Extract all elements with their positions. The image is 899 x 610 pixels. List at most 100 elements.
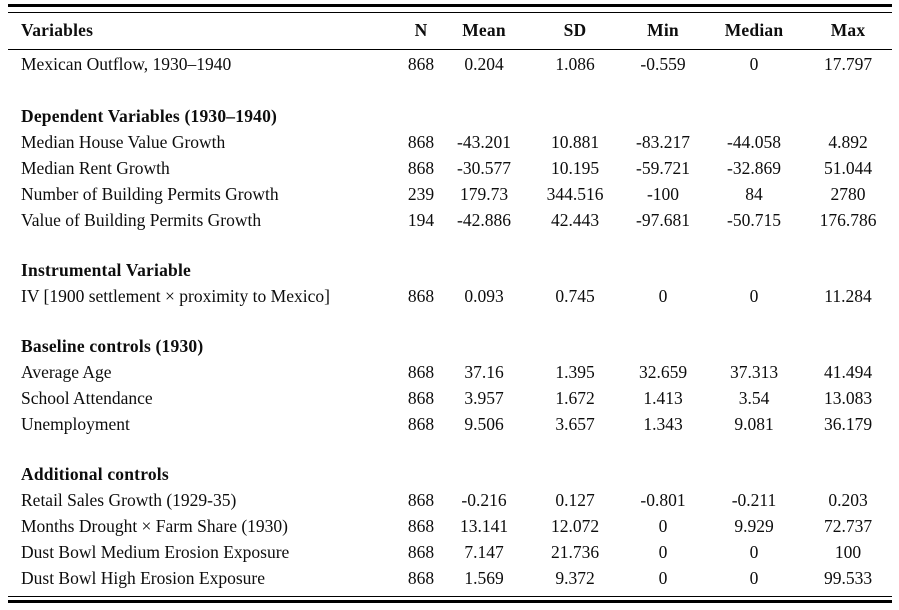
cell-max: 99.533: [823, 568, 873, 589]
cell-max: 13.083: [823, 388, 873, 409]
table-row: Number of Building Permits Growth 239 179.…: [8, 182, 892, 208]
cell-n: 868: [407, 490, 435, 511]
cell-mean: 37.16: [464, 362, 504, 383]
summary-statistics-table: Variables N Mean SD Min Median Max Mexican Out…: [8, 4, 892, 603]
cell-min: -59.721: [636, 158, 690, 179]
cell-sd: 12.072: [550, 516, 600, 537]
cell-n: 868: [407, 414, 435, 435]
cell-min: -0.559: [640, 54, 686, 75]
cell-sd: 0.127: [555, 490, 595, 511]
section-spacer: [8, 438, 892, 462]
section-spacer: [8, 80, 892, 104]
cell-min: 0: [658, 542, 668, 563]
section-spacer: [8, 234, 892, 258]
cell-min: 1.343: [643, 414, 683, 435]
column-header-mean: Mean: [440, 12, 528, 50]
cell-mean: 9.506: [464, 414, 504, 435]
cell-mean: -43.201: [457, 132, 511, 153]
section-header-label: Baseline controls (1930): [21, 336, 204, 357]
cell-max: 4.892: [828, 132, 868, 153]
cell-median: 0: [749, 54, 759, 75]
table-row: Dust Bowl High Erosion Exposure 868 1.569 9…: [8, 566, 892, 592]
column-header-sd: SD: [528, 12, 622, 50]
cell-median: 84: [745, 184, 763, 205]
cell-mean: 0.093: [464, 286, 504, 307]
cell-median: 0: [749, 568, 759, 589]
section-header-row: Baseline controls (1930): [8, 334, 892, 360]
cell-max: 41.494: [823, 362, 873, 383]
cell-min: 0: [658, 568, 668, 589]
cell-min: -83.217: [636, 132, 690, 153]
variable-label: School Attendance: [21, 388, 153, 409]
variable-label: Average Age: [21, 362, 112, 383]
column-header-row: Variables N Mean SD Min Median Max: [8, 12, 892, 50]
section-header-label: Dependent Variables (1930–1940): [21, 106, 278, 127]
variable-label: Mexican Outflow, 1930–1940: [21, 54, 232, 75]
column-header-min: Min: [622, 12, 704, 50]
cell-median: -0.211: [731, 490, 777, 511]
table-row: Months Drought × Farm Share (1930) 868 13.…: [8, 514, 892, 540]
cell-max: 2780: [830, 184, 866, 205]
table-row: Median Rent Growth 868 -30.577 10.195 -59.72…: [8, 156, 892, 182]
cell-sd: 21.736: [550, 542, 600, 563]
bottom-rule-thick: [8, 600, 892, 603]
variable-label: Dust Bowl Medium Erosion Exposure: [21, 542, 290, 563]
cell-sd: 9.372: [555, 568, 595, 589]
column-header-median: Median: [704, 12, 804, 50]
section-header-row: Instrumental Variable: [8, 258, 892, 284]
cell-sd: 10.195: [550, 158, 600, 179]
cell-sd: 10.881: [550, 132, 600, 153]
cell-median: -44.058: [727, 132, 781, 153]
variable-label: Dust Bowl High Erosion Exposure: [21, 568, 266, 589]
cell-sd: 1.086: [555, 54, 595, 75]
cell-mean: 1.569: [464, 568, 504, 589]
cell-median: 0: [749, 286, 759, 307]
column-header-n: N: [402, 12, 440, 50]
cell-mean: 179.73: [459, 184, 509, 205]
cell-max: 100: [834, 542, 862, 563]
cell-max: 17.797: [823, 54, 873, 75]
cell-median: 9.929: [734, 516, 774, 537]
section-header-row: Additional controls: [8, 462, 892, 488]
cell-sd: 42.443: [550, 210, 600, 231]
cell-n: 868: [407, 362, 435, 383]
cell-sd: 1.672: [555, 388, 595, 409]
cell-n: 868: [407, 286, 435, 307]
cell-median: 9.081: [734, 414, 774, 435]
cell-median: 37.313: [729, 362, 779, 383]
cell-max: 36.179: [823, 414, 873, 435]
cell-sd: 3.657: [555, 414, 595, 435]
cell-n: 868: [407, 516, 435, 537]
table-row: Dust Bowl Medium Erosion Exposure 868 7.14…: [8, 540, 892, 566]
cell-sd: 0.745: [555, 286, 595, 307]
cell-min: 1.413: [643, 388, 683, 409]
section-spacer: [8, 310, 892, 334]
cell-min: -100: [646, 184, 680, 205]
cell-max: 0.203: [828, 490, 868, 511]
table-row: IV [1900 settlement × proximity to Mexic…: [8, 284, 892, 310]
cell-min: 0: [658, 286, 668, 307]
cell-n: 239: [407, 184, 435, 205]
cell-n: 868: [407, 542, 435, 563]
variable-label: Unemployment: [21, 414, 130, 435]
variable-label: Retail Sales Growth (1929-35): [21, 490, 237, 511]
cell-n: 868: [407, 568, 435, 589]
top-rule-thin: [8, 11, 892, 13]
cell-median: -50.715: [727, 210, 781, 231]
cell-median: -32.869: [727, 158, 781, 179]
cell-median: 0: [749, 542, 759, 563]
cell-max: 72.737: [823, 516, 873, 537]
variable-label: Value of Building Permits Growth: [21, 210, 262, 231]
cell-mean: 0.204: [464, 54, 504, 75]
table-row: Value of Building Permits Growth 194 -42.8…: [8, 208, 892, 234]
cell-n: 868: [407, 132, 435, 153]
cell-max: 11.284: [824, 286, 872, 307]
cell-mean: -0.216: [461, 490, 507, 511]
table-row: Unemployment 868 9.506 3.657 1.343 9.081 36.17…: [8, 412, 892, 438]
table-row: School Attendance 868 3.957 1.672 1.413 3.54 1…: [8, 386, 892, 412]
cell-min: 32.659: [638, 362, 688, 383]
cell-n: 868: [407, 158, 435, 179]
table-row: Retail Sales Growth (1929-35) 868 -0.216 0.…: [8, 488, 892, 514]
section-header-row: Dependent Variables (1930–1940): [8, 104, 892, 130]
cell-min: -0.801: [640, 490, 686, 511]
